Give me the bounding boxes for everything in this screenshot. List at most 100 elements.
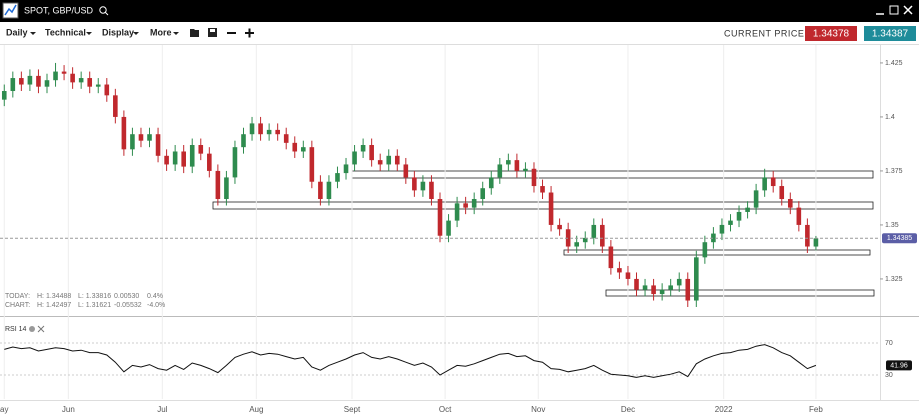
menu-display[interactable]: Display — [102, 27, 134, 37]
candle-body — [207, 153, 212, 171]
bid-box[interactable] — [805, 26, 857, 41]
rsi-settings[interactable] — [29, 326, 35, 332]
rsi-tick-label: 30 — [885, 372, 893, 379]
save-icon-detail — [210, 29, 215, 32]
rsi-line — [4, 344, 817, 378]
candle-body — [531, 168, 537, 187]
candle-body — [642, 285, 648, 290]
candle-body — [95, 84, 101, 87]
candle-body — [446, 220, 451, 236]
x-tick-label: Sept — [344, 405, 361, 414]
candle-body — [719, 224, 725, 234]
menu-more[interactable]: More — [150, 27, 172, 37]
candle-body — [582, 237, 588, 243]
candle-body — [283, 134, 289, 143]
candle-body — [787, 199, 793, 208]
ask-box[interactable] — [864, 26, 916, 41]
zoom-in-button[interactable] — [245, 28, 254, 38]
candle-body — [147, 134, 152, 141]
rsi-value: 41.96 — [890, 362, 908, 369]
zone-box[interactable] — [563, 249, 871, 256]
popout-button[interactable] — [889, 5, 899, 15]
candle-body — [309, 147, 315, 182]
candle-body — [634, 278, 639, 290]
rsi-tick-label: 70 — [885, 340, 893, 347]
candle-body — [702, 242, 708, 258]
candle-body — [762, 177, 767, 191]
candle-body — [377, 160, 383, 165]
candle-body — [523, 168, 528, 171]
candle-body — [514, 160, 520, 171]
candle-body — [386, 155, 392, 165]
candle-body — [668, 285, 673, 290]
candle-body — [694, 257, 699, 301]
rsi-close[interactable] — [37, 325, 45, 333]
candle-body — [78, 78, 84, 83]
candle-body — [779, 186, 785, 200]
candle-body — [181, 151, 186, 167]
candle-body — [326, 181, 332, 200]
zone-box[interactable] — [351, 170, 874, 179]
candle-body — [301, 147, 306, 152]
candle-body — [753, 190, 759, 208]
candle-body — [241, 134, 246, 148]
close-button[interactable] — [903, 5, 913, 15]
candle-body — [600, 224, 605, 247]
candle-body — [676, 278, 682, 286]
ask-price: 1.34387 — [872, 29, 909, 40]
candle-body — [53, 71, 58, 81]
candle-body — [497, 164, 503, 178]
candle-body — [659, 289, 665, 295]
candle-body — [87, 78, 93, 87]
app-icon-glyph — [4, 4, 17, 16]
candle-body — [198, 145, 204, 154]
zone-box[interactable] — [605, 289, 875, 297]
candle-body — [728, 220, 733, 225]
rsi-label: RSI 14 — [5, 326, 27, 333]
x-tick-label: Oct — [439, 405, 452, 414]
current-price-badge — [882, 233, 917, 244]
candle-body — [292, 142, 298, 152]
stat-text: H: 1.42497 — [37, 302, 71, 309]
rsi-badge — [886, 360, 912, 371]
stat-text: H: 1.34488 — [37, 293, 71, 300]
y-tick-label: 1.425 — [885, 60, 903, 67]
open-button[interactable] — [190, 29, 199, 37]
candle-body — [10, 78, 16, 92]
dropdown-arrow — [173, 32, 179, 35]
candle-body — [258, 123, 263, 135]
candle-body — [574, 242, 579, 247]
stat-text: 0.00530 — [114, 293, 139, 300]
stat-text: L: 1.31621 — [78, 302, 111, 309]
candle-body — [770, 177, 776, 187]
stat-text: 0.4% — [147, 293, 163, 300]
candle-body — [805, 224, 810, 247]
candle-body — [394, 155, 400, 165]
candle-body — [488, 177, 494, 189]
candle-body — [420, 181, 426, 191]
stat-text: L: 1.33816 — [78, 293, 111, 300]
candle-body — [651, 285, 656, 295]
x-tick-label: Aug — [249, 405, 263, 414]
zone-box[interactable] — [212, 201, 874, 210]
candle-body — [625, 272, 631, 279]
search-icon[interactable] — [99, 6, 107, 14]
stat-text: -0.05532 — [114, 302, 142, 309]
candle-body — [617, 268, 622, 273]
menu-daily[interactable]: Daily — [6, 27, 28, 37]
save-button[interactable] — [208, 28, 217, 37]
x-tick-label: 2022 — [715, 405, 733, 414]
candle-body — [480, 188, 486, 200]
stat-text: CHART: — [5, 302, 30, 309]
window-title: SPOT, GBP/USD — [24, 5, 94, 15]
menu-technical[interactable]: Technical — [45, 27, 86, 37]
candle-body — [1, 91, 7, 100]
candle-body — [27, 75, 33, 85]
candle-body — [155, 134, 161, 156]
candle-body — [224, 177, 229, 200]
x-tick-label: Dec — [621, 405, 635, 414]
candle-body — [343, 164, 349, 174]
candle-body — [249, 123, 255, 135]
